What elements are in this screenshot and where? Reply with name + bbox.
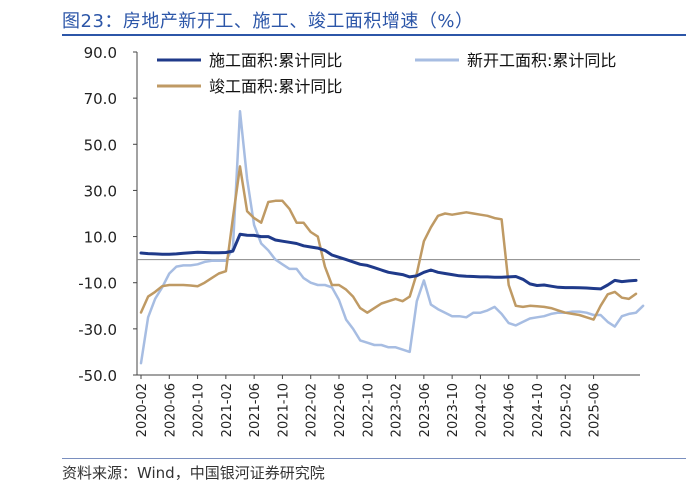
x-tick-label: 2021-02: [220, 383, 235, 437]
y-tick-label: -10.0: [78, 275, 117, 293]
x-tick-label: 2023-06: [418, 383, 433, 437]
series-line-1: [139, 110, 645, 365]
x-tick-label: 2024-10: [531, 383, 546, 437]
y-tick-label: 30.0: [84, 182, 117, 200]
x-tick-label: 2020-10: [192, 383, 207, 437]
y-tick-label: 10.0: [84, 229, 117, 247]
legend-label-1: 新开工面积:累计同比: [467, 51, 616, 70]
x-tick-label: 2020-02: [135, 383, 150, 437]
line-chart: 90.0 70.0 50.0 30.0 10.0 -10.0 -30.0 -50.0 2020-…: [78, 44, 645, 437]
series-line-2: [139, 165, 638, 321]
x-tick-label: 2022-02: [305, 383, 320, 437]
x-tick-label: 2022-06: [333, 383, 348, 437]
y-tick-label: 90.0: [84, 44, 117, 62]
x-tick-label: 2020-06: [163, 383, 178, 437]
x-tick-label: 2021-10: [276, 383, 291, 437]
series-line-0: [139, 232, 638, 291]
x-tick-label: 2023-02: [390, 383, 405, 437]
y-tick-label: 50.0: [84, 136, 117, 154]
x-tick-label: 2022-10: [361, 383, 376, 437]
x-tick-label: 2021-06: [248, 383, 263, 437]
axes-group: 90.0 70.0 50.0 30.0 10.0 -10.0 -30.0 -50.0 2020-…: [78, 44, 640, 437]
chart-title: 图23：房地产新开工、施工、竣工面积增速（%）: [62, 11, 474, 32]
y-tick-label: -50.0: [78, 367, 117, 385]
x-tick-label: 2024-02: [474, 383, 489, 437]
source-note: 资料来源：Wind，中国银河证券研究院: [62, 464, 325, 482]
y-tick-label: 70.0: [84, 90, 117, 108]
legend-label-2: 竣工面积:累计同比: [209, 77, 342, 96]
x-tick-label: 2025-06: [588, 383, 603, 437]
x-tick-label: 2023-10: [446, 383, 461, 437]
title-divider: [62, 34, 686, 36]
y-tick-label: -30.0: [78, 321, 117, 339]
x-tick-label: 2025-02: [559, 383, 574, 437]
source-divider: [62, 458, 686, 459]
series-lines: [139, 110, 645, 365]
legend-label-0: 施工面积:累计同比: [209, 51, 342, 70]
x-tick-label: 2024-06: [503, 383, 518, 437]
